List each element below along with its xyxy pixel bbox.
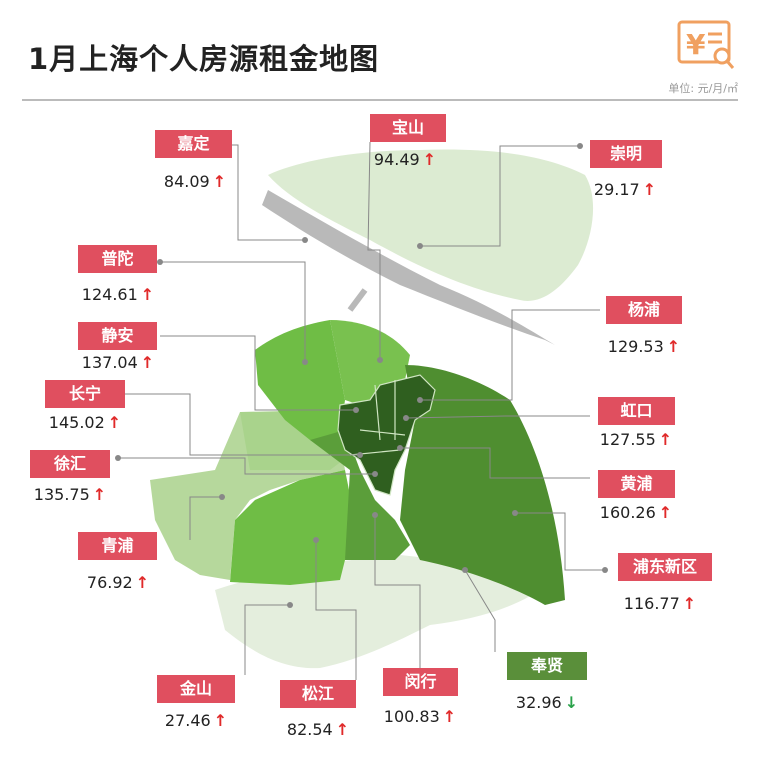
arrow-up-icon: ↑: [335, 720, 350, 739]
rent-value: 116.77: [623, 594, 680, 613]
rent-value: 145.02: [48, 413, 105, 432]
district-label: 奉贤: [507, 652, 587, 680]
district-pudong: [400, 365, 565, 605]
arrow-up-icon: ↑: [107, 413, 122, 432]
rent-value: 32.96: [515, 693, 562, 712]
district-value: 100.83 ↑: [375, 707, 465, 726]
rent-value: 137.04: [81, 353, 138, 372]
district-value: 29.17 ↑: [580, 180, 670, 199]
district-chongming: [268, 149, 594, 301]
district-label: 崇明: [590, 140, 662, 168]
district-label: 青浦: [78, 532, 157, 560]
rent-value: 27.46: [164, 711, 211, 730]
rent-value: 76.92: [86, 573, 133, 592]
district-value: 94.49 ↑: [360, 150, 450, 169]
district-label: 嘉定: [155, 130, 232, 158]
rent-value: 124.61: [81, 285, 138, 304]
district-label: 杨浦: [606, 296, 682, 324]
page-title: 1月上海个人房源租金地图: [28, 42, 380, 76]
rent-value: 160.26: [599, 503, 656, 522]
arrow-up-icon: ↑: [213, 711, 228, 730]
yuan-receipt-search-icon: ¥: [676, 18, 738, 76]
district-value: 84.09 ↑: [150, 172, 240, 191]
district-label: 徐汇: [30, 450, 110, 478]
district-value: 137.04 ↑: [73, 353, 163, 372]
rent-value: 100.83: [383, 707, 440, 726]
district-label: 闵行: [383, 668, 458, 696]
arrow-up-icon: ↑: [658, 503, 673, 522]
district-value: 135.75 ↑: [25, 485, 115, 504]
district-value: 160.26 ↑: [591, 503, 681, 522]
arrow-up-icon: ↑: [666, 337, 681, 356]
rent-value: 129.53: [607, 337, 664, 356]
district-value: 129.53 ↑: [599, 337, 689, 356]
arrow-up-icon: ↑: [140, 285, 155, 304]
arrow-up-icon: ↑: [212, 172, 227, 191]
rent-value: 94.49: [373, 150, 420, 169]
district-value: 76.92 ↑: [73, 573, 163, 592]
district-value: 127.55 ↑: [591, 430, 681, 449]
arrow-up-icon: ↑: [140, 353, 155, 372]
district-value: 82.54 ↑: [273, 720, 363, 739]
district-value: 32.96 ↓: [502, 693, 592, 712]
unit-label: 单位: 元/月/㎡: [668, 82, 738, 95]
district-label: 浦东新区: [618, 553, 712, 581]
title-divider: [22, 99, 738, 101]
arrow-up-icon: ↑: [92, 485, 107, 504]
district-label: 宝山: [370, 114, 446, 142]
rent-value: 135.75: [33, 485, 90, 504]
arrow-up-icon: ↑: [135, 573, 150, 592]
rent-value: 29.17: [593, 180, 640, 199]
district-label: 金山: [157, 675, 235, 703]
yangtze-river: [262, 190, 555, 345]
district-label: 静安: [78, 322, 157, 350]
arrow-up-icon: ↑: [682, 594, 697, 613]
rent-value: 84.09: [163, 172, 210, 191]
arrow-up-icon: ↑: [442, 707, 457, 726]
district-label: 长宁: [45, 380, 125, 408]
district-value: 27.46 ↑: [151, 711, 241, 730]
leader-lines: [118, 141, 605, 680]
arrow-up-icon: ↑: [642, 180, 657, 199]
district-songjiang: [230, 470, 355, 585]
district-label: 松江: [280, 680, 356, 708]
district-value: 124.61 ↑: [73, 285, 163, 304]
arrow-up-icon: ↑: [658, 430, 673, 449]
district-value: 145.02 ↑: [40, 413, 130, 432]
district-label: 普陀: [78, 245, 157, 273]
district-label: 虹口: [598, 397, 675, 425]
district-label: 黄浦: [598, 470, 675, 498]
leader-dots: [115, 143, 608, 608]
arrow-up-icon: ↑: [422, 150, 437, 169]
svg-text:¥: ¥: [686, 28, 706, 61]
district-value: 116.77 ↑: [615, 594, 705, 613]
district-minhang: [310, 430, 410, 560]
rent-value: 82.54: [286, 720, 333, 739]
rent-value: 127.55: [599, 430, 656, 449]
arrow-down-icon: ↓: [564, 693, 579, 712]
